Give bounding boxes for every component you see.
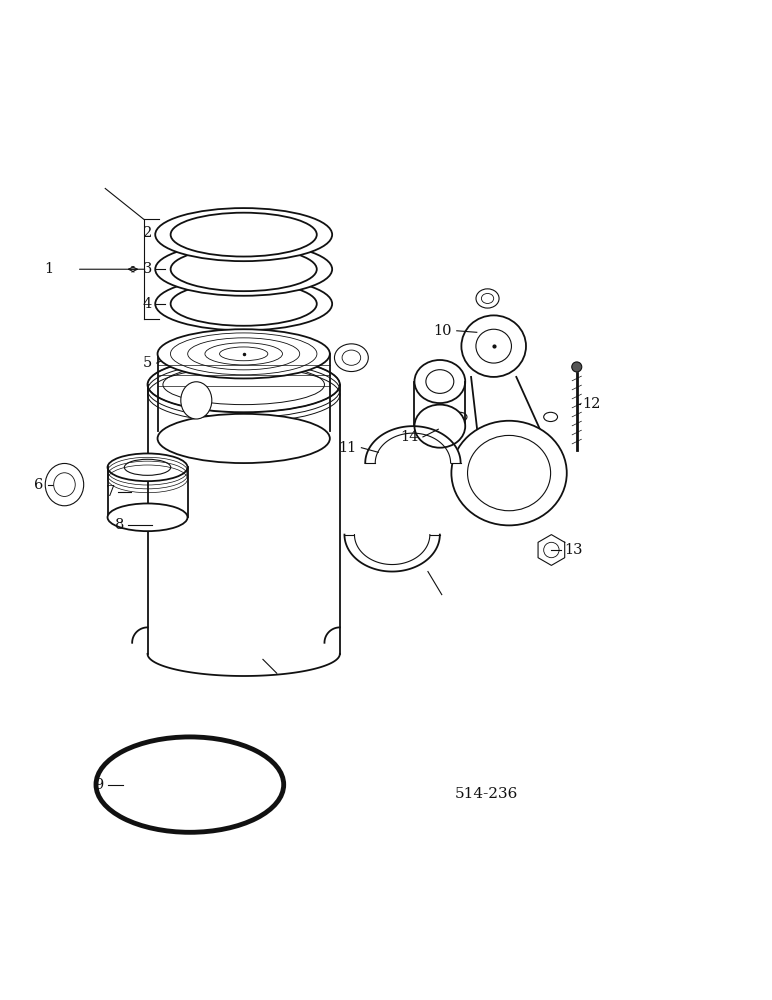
- Text: 10: 10: [433, 324, 452, 338]
- Text: 13: 13: [564, 543, 583, 557]
- Ellipse shape: [543, 412, 557, 422]
- Text: 3: 3: [143, 262, 152, 276]
- Text: 8: 8: [115, 518, 124, 532]
- Ellipse shape: [572, 362, 582, 372]
- Ellipse shape: [124, 459, 171, 475]
- Ellipse shape: [453, 412, 467, 422]
- Text: 1: 1: [45, 262, 54, 276]
- Ellipse shape: [54, 473, 75, 496]
- Ellipse shape: [342, 350, 361, 365]
- Text: 7: 7: [106, 485, 115, 499]
- Ellipse shape: [482, 293, 493, 303]
- Ellipse shape: [426, 370, 454, 393]
- Ellipse shape: [462, 315, 526, 377]
- Ellipse shape: [157, 329, 330, 378]
- Text: 2: 2: [143, 226, 152, 240]
- Text: 9: 9: [94, 778, 103, 792]
- Ellipse shape: [452, 421, 567, 525]
- Ellipse shape: [476, 329, 512, 363]
- Ellipse shape: [415, 405, 466, 448]
- Ellipse shape: [415, 360, 466, 403]
- Polygon shape: [538, 535, 564, 565]
- Text: 11: 11: [338, 441, 357, 455]
- Ellipse shape: [181, 382, 212, 419]
- Ellipse shape: [147, 357, 340, 412]
- Text: 12: 12: [582, 397, 601, 411]
- Polygon shape: [365, 426, 461, 463]
- Text: 5: 5: [143, 356, 152, 370]
- Polygon shape: [344, 535, 440, 572]
- Ellipse shape: [476, 289, 499, 308]
- Ellipse shape: [46, 463, 83, 506]
- Text: 514-236: 514-236: [454, 787, 518, 801]
- Ellipse shape: [155, 243, 332, 296]
- Text: 4: 4: [143, 297, 152, 311]
- Ellipse shape: [107, 453, 188, 481]
- Ellipse shape: [157, 414, 330, 463]
- Text: 6: 6: [34, 478, 44, 492]
- Text: 14: 14: [400, 430, 418, 444]
- Ellipse shape: [155, 277, 332, 330]
- Ellipse shape: [155, 208, 332, 261]
- Ellipse shape: [107, 503, 188, 531]
- Ellipse shape: [334, 344, 368, 372]
